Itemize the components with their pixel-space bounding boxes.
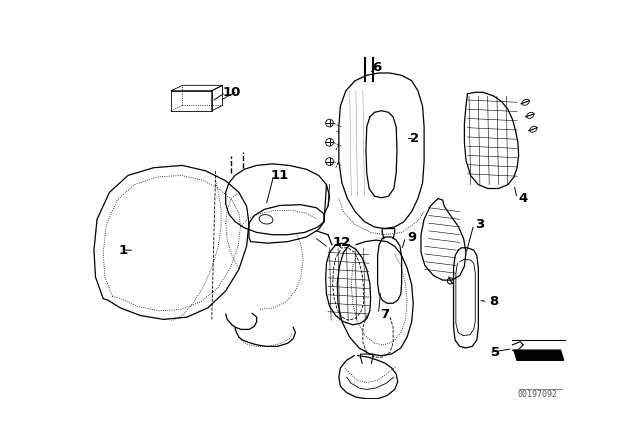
Text: 8: 8 — [489, 295, 499, 308]
Text: 9: 9 — [407, 231, 416, 244]
Text: 5: 5 — [491, 346, 500, 359]
Text: 3: 3 — [476, 218, 484, 231]
Text: 10: 10 — [223, 86, 241, 99]
Text: 11: 11 — [271, 169, 289, 182]
Text: 7: 7 — [380, 307, 389, 320]
Text: 2: 2 — [410, 132, 419, 145]
Text: 12: 12 — [333, 236, 351, 249]
Text: 4: 4 — [518, 192, 528, 205]
Text: 00197092: 00197092 — [517, 390, 557, 399]
Text: 6: 6 — [372, 61, 381, 74]
Text: 1: 1 — [118, 244, 127, 257]
Polygon shape — [514, 350, 564, 360]
